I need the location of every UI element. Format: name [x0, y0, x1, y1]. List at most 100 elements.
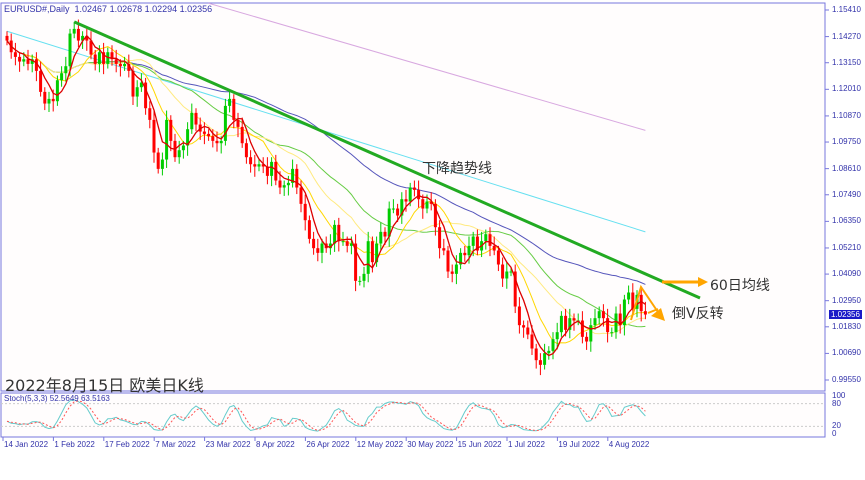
- candle-body: [190, 112, 194, 130]
- candle-body: [320, 243, 324, 253]
- ma20-line: [6, 40, 646, 335]
- candle-body: [194, 112, 198, 125]
- candle-body: [517, 306, 521, 326]
- candle-body: [501, 264, 505, 279]
- candle-body: [215, 140, 219, 144]
- y-tick-label: 1.15410: [832, 5, 861, 14]
- candle-body: [123, 63, 127, 67]
- candle-body: [337, 224, 341, 242]
- candle-body: [232, 98, 236, 120]
- candle-body: [631, 292, 635, 309]
- candle-body: [291, 168, 295, 183]
- candle-body: [81, 35, 85, 41]
- candle-body: [30, 59, 34, 64]
- x-tick-label: 30 May 2022: [407, 440, 454, 449]
- candle-body: [127, 63, 131, 71]
- x-tick-label: 12 May 2022: [356, 440, 404, 449]
- candle-body: [156, 152, 160, 169]
- candle-body: [459, 252, 463, 265]
- candle-body: [391, 208, 395, 210]
- candle-body: [152, 119, 156, 153]
- candle-body: [564, 315, 568, 330]
- candle-body: [425, 201, 429, 209]
- candle-body: [97, 52, 101, 64]
- candle-body: [639, 294, 643, 312]
- candle-body: [299, 187, 303, 204]
- candle-body: [589, 325, 593, 342]
- candle-body: [114, 59, 118, 64]
- y-tick-label: 1.12010: [832, 84, 861, 94]
- ma60-arrowhead: [698, 277, 708, 287]
- candle-body: [261, 164, 265, 167]
- candle-body: [244, 143, 248, 158]
- candle-body: [72, 28, 76, 34]
- candle-body: [450, 271, 454, 274]
- candle-body: [614, 313, 618, 333]
- y-tick-label: 1.05210: [832, 242, 861, 252]
- candle-body: [400, 199, 404, 216]
- x-tick-label: 14 Jan 2022: [4, 440, 49, 449]
- candle-body: [585, 336, 589, 342]
- candle-body: [236, 119, 240, 127]
- candle-body: [148, 108, 152, 120]
- candle-body: [366, 241, 370, 274]
- candle-body: [341, 241, 345, 243]
- candle-body: [39, 70, 43, 92]
- candle-body: [47, 98, 51, 104]
- candle-body: [5, 35, 9, 41]
- x-tick-label: 15 Jun 2022: [457, 440, 502, 449]
- candle-body: [219, 140, 223, 144]
- candle-body: [475, 236, 479, 251]
- candle-body: [55, 80, 59, 102]
- x-tick-label: 4 Aug 2022: [608, 440, 650, 449]
- x-tick-label: 1 Jul 2022: [508, 440, 545, 449]
- candle-body: [240, 126, 244, 144]
- candle-body: [379, 231, 383, 244]
- candle-body: [316, 248, 320, 253]
- candle-body: [228, 98, 232, 106]
- y-tick-label: 0.99550: [832, 375, 861, 384]
- candle-body: [93, 54, 97, 64]
- candle-body: [270, 161, 274, 176]
- candle-body: [223, 105, 227, 141]
- candle-body: [76, 28, 80, 41]
- candle-body: [593, 318, 597, 326]
- y-tick-label: 1.13150: [832, 57, 861, 67]
- candle-body: [26, 59, 30, 64]
- candle-body: [89, 40, 93, 55]
- candle-body: [202, 131, 206, 134]
- candle-body: [51, 98, 55, 102]
- candle-body: [383, 231, 387, 237]
- candle-body: [286, 182, 290, 186]
- candle-body: [597, 311, 601, 319]
- candle-body: [362, 273, 366, 281]
- candle-body: [131, 70, 135, 97]
- price-panel: [0, 2, 826, 392]
- candle-body: [303, 203, 307, 221]
- y-tick-label: 1.09750: [832, 137, 861, 147]
- candle-body: [538, 360, 542, 365]
- candle-body: [396, 208, 400, 216]
- y-tick-label: 1.01830: [832, 321, 861, 331]
- y-tick-label: 1.07490: [832, 189, 861, 199]
- candle-body: [484, 234, 488, 242]
- x-tick-label: 8 Apr 2022: [256, 440, 295, 449]
- candle-body: [274, 161, 278, 181]
- small-arrow: [647, 308, 659, 314]
- candle-body: [568, 318, 572, 330]
- candle-body: [627, 292, 631, 300]
- candle-body: [412, 187, 416, 190]
- candle-body: [177, 150, 181, 158]
- candle-body: [249, 157, 253, 165]
- candle-body: [68, 33, 72, 67]
- candle-body: [543, 353, 547, 365]
- candle-body: [282, 185, 286, 188]
- candle-body: [442, 248, 446, 251]
- candle-body: [370, 241, 374, 263]
- y-tick-label: 1.06350: [832, 216, 861, 226]
- candle-body: [144, 82, 148, 109]
- candle-body: [135, 87, 139, 97]
- candle-body: [333, 224, 337, 244]
- candle-body: [526, 327, 530, 335]
- candle-body: [601, 311, 605, 319]
